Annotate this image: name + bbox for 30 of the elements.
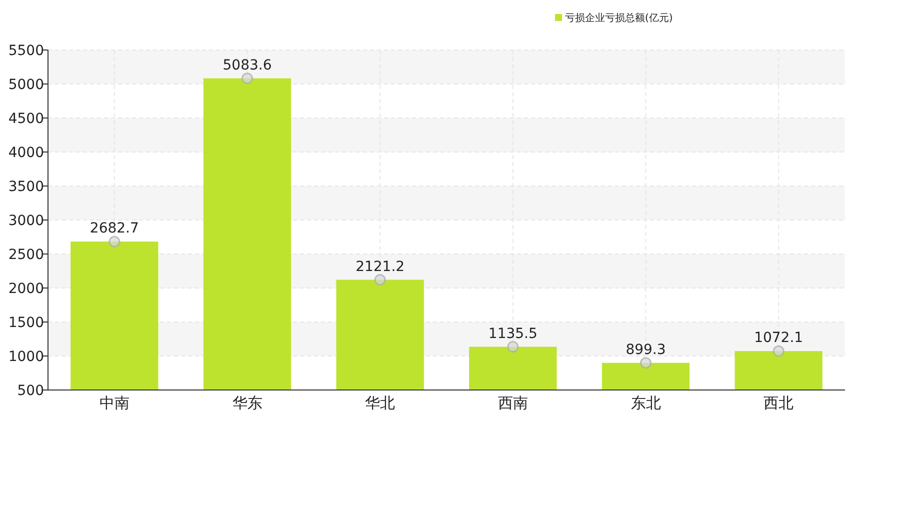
y-tick-label: 3500 [8,179,44,195]
y-tick-label: 2500 [8,247,44,263]
x-tick-label: 华东 [232,394,262,412]
x-tick-label: 西南 [498,394,528,412]
data-label: 1135.5 [488,326,538,342]
x-tick-label: 西北 [764,394,794,412]
point [507,341,519,353]
point [640,357,652,369]
y-tick-label: 2000 [8,281,44,297]
y-tick-label: 4000 [8,145,44,161]
data-label: 2682.7 [90,220,139,237]
point [772,345,784,357]
y-tick-label: 4500 [8,111,44,127]
data-label: 5083.6 [222,57,272,74]
x-tick-label: 中南 [99,394,130,412]
y-tick-label: 5500 [8,43,44,59]
point [374,274,386,286]
y-tick-label: 1500 [8,315,44,331]
data-label: 2121.2 [356,258,405,275]
data-label: 899.3 [626,342,666,358]
y-tick-label: 3000 [8,213,44,229]
y-tick-label: 500 [17,383,44,399]
y-tick-label: 5000 [8,77,44,93]
data-label: 1072.1 [754,330,804,346]
legend-label: 亏损企业亏损总额(亿元) [565,12,673,24]
x-tick-label: 华北 [365,394,396,412]
x-tick-label: 东北 [630,394,661,412]
point [108,236,120,248]
point [242,72,253,84]
y-tick-label: 1000 [8,349,44,365]
